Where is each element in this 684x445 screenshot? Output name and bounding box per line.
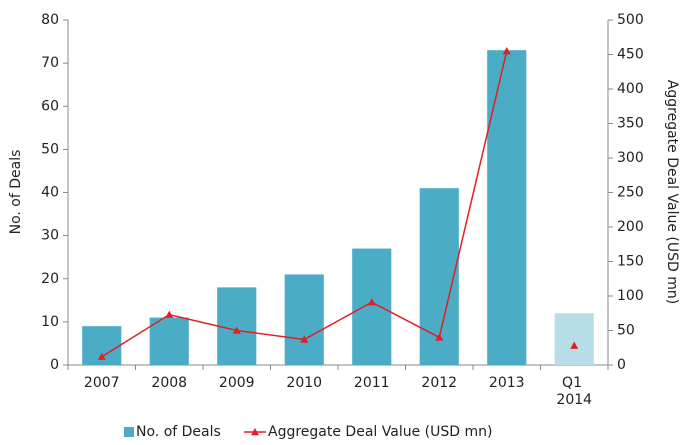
line-marker [232, 326, 241, 334]
y2-tick-label: 300 [617, 150, 644, 166]
y2-tick-label: 500 [617, 12, 644, 28]
y-tick-label: 30 [41, 228, 59, 244]
y-tick-label: 70 [41, 55, 59, 71]
y-tick-label: 0 [50, 357, 59, 373]
y2-tick-label: 250 [617, 185, 644, 201]
legend-swatch [124, 427, 134, 437]
line-marker [435, 333, 444, 341]
y2-tick-label: 400 [617, 81, 644, 97]
y2-tick-label: 50 [617, 323, 635, 339]
y-tick-label: 10 [41, 314, 59, 330]
x-tick-label: 2011 [354, 375, 390, 391]
legend-label: No. of Deals [136, 424, 221, 440]
bar [284, 274, 324, 365]
x-tick-label: 2013 [489, 375, 525, 391]
line-marker [300, 335, 309, 343]
bar [554, 313, 594, 365]
y2-tick-label: 200 [617, 219, 644, 235]
x-tick-label: 2007 [84, 375, 120, 391]
y2-tick-label: 150 [617, 254, 644, 270]
line-marker [570, 341, 579, 349]
x-tick-label: 2008 [151, 375, 187, 391]
y-tick-label: 60 [41, 98, 59, 114]
y2-tick-label: 0 [617, 357, 626, 373]
y-tick-label: 20 [41, 271, 59, 287]
bar [149, 317, 189, 365]
y2-tick-label: 450 [617, 47, 644, 63]
legend-marker [251, 428, 259, 436]
y-axis-title: No. of Deals [8, 150, 24, 235]
x-tick-label: 2012 [421, 375, 457, 391]
bar [352, 248, 392, 365]
legend-label: Aggregate Deal Value (USD mn) [268, 424, 492, 440]
y2-tick-label: 100 [617, 288, 644, 304]
line-marker [367, 298, 376, 306]
y2-axis-title: Aggregate Deal Value (USD mn) [664, 80, 680, 304]
bar [487, 50, 527, 365]
bar [217, 287, 257, 365]
y-tick-label: 50 [41, 141, 59, 157]
x-tick-label: 2010 [286, 375, 322, 391]
x-tick-label: 2009 [219, 375, 255, 391]
line-marker [165, 310, 174, 318]
line-marker [502, 47, 511, 55]
y-tick-label: 80 [41, 12, 59, 28]
y2-tick-label: 350 [617, 116, 644, 132]
y-tick-label: 40 [41, 185, 59, 201]
line-marker [97, 352, 106, 360]
x-tick-label: Q1 2014 [556, 375, 592, 408]
